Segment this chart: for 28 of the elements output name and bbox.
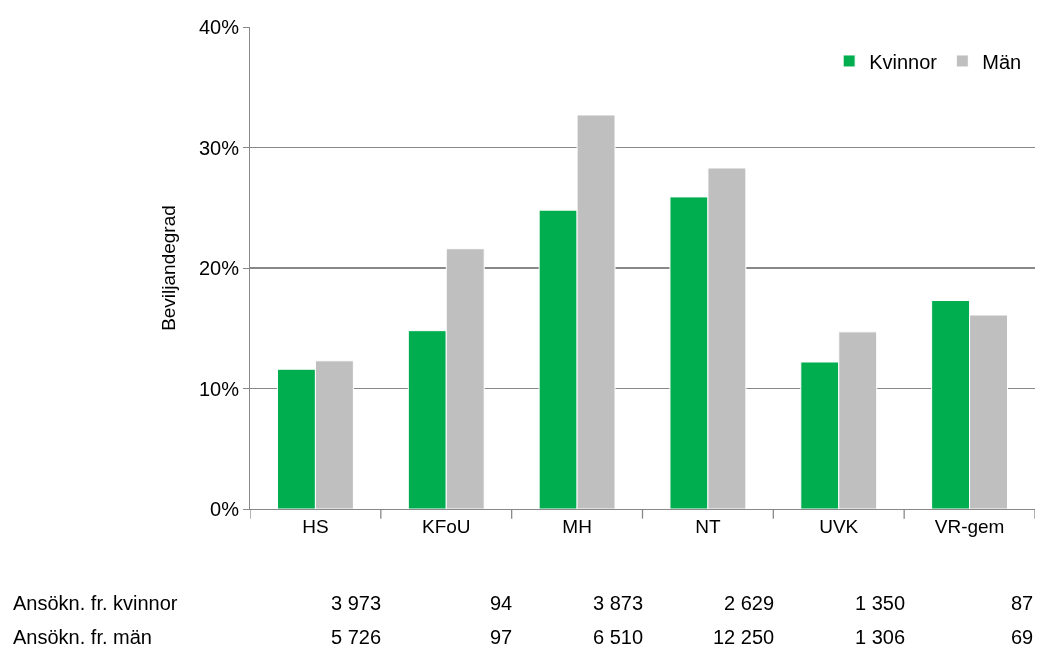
text: 1 350 xyxy=(855,592,906,614)
text: 87 xyxy=(1011,592,1034,614)
text: 12 250 xyxy=(713,626,775,648)
text: Ansökn. fr. kvinnor xyxy=(13,592,178,614)
text: 69 xyxy=(1011,626,1034,648)
y-tick-label: 20% xyxy=(198,257,240,279)
y-tick-label: 30% xyxy=(198,136,240,159)
text: 3 873 xyxy=(593,592,644,614)
x-tick-label: KFoU xyxy=(421,515,471,537)
x-tick-label: NT xyxy=(695,515,721,537)
y-tick-label: 40% xyxy=(198,16,240,38)
y-axis-title: Beviljandegrad xyxy=(157,205,179,331)
y-tick-label: 10% xyxy=(198,377,240,400)
legend-label: Män xyxy=(982,50,1022,73)
legend-label: Kvinnor xyxy=(869,50,938,73)
text: 97 xyxy=(490,626,513,648)
x-tick-label: MH xyxy=(562,515,592,537)
y-tick-label: 0% xyxy=(210,498,240,520)
text: 5 726 xyxy=(331,626,382,648)
x-tick-label: UVK xyxy=(819,515,859,537)
text: 6 510 xyxy=(593,626,644,648)
text: Ansökn. fr. män xyxy=(13,626,152,648)
text: 94 xyxy=(490,592,513,614)
text: 3 973 xyxy=(331,592,382,614)
x-tick-label: VR-gem xyxy=(934,515,1005,537)
text: 1 306 xyxy=(855,626,906,648)
x-tick-label: HS xyxy=(302,515,329,537)
text: 2 629 xyxy=(724,592,775,614)
